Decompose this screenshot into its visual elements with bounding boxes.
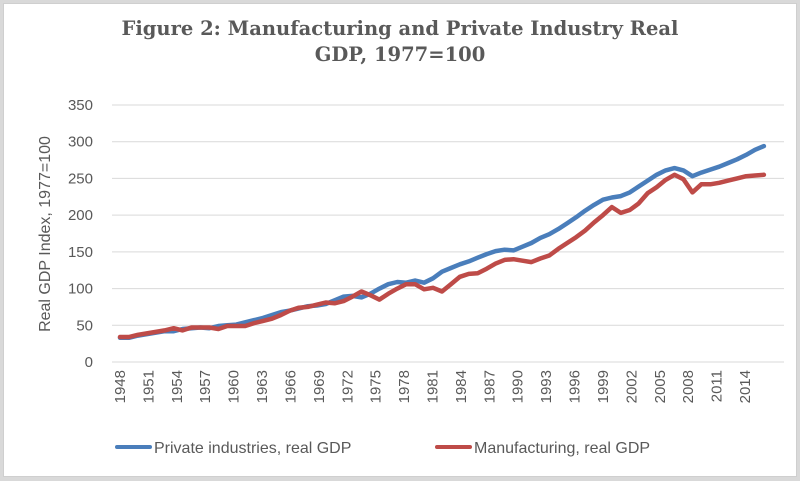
x-tick-label: 1972 [339, 370, 356, 403]
x-tick-label: 1984 [453, 370, 470, 403]
x-tick-label: 1975 [368, 370, 385, 403]
x-tick-label: 1951 [140, 370, 157, 403]
x-tick-label: 1993 [538, 370, 555, 403]
series-line-manufacturing [117, 172, 767, 340]
x-tick-label: 2008 [680, 370, 697, 403]
y-axis-label: Real GDP Index, 1977=100 [37, 136, 54, 332]
legend-label-manufacturing: Manufacturing, real GDP [474, 440, 650, 457]
x-tick-label: 1954 [169, 370, 186, 403]
y-tick-label: 100 [68, 281, 93, 298]
x-tick-label: 1963 [254, 370, 271, 403]
x-tick-label: 2002 [623, 370, 640, 403]
y-tick-label: 250 [68, 170, 93, 187]
series-line-private-industries [117, 143, 767, 341]
chart-frame [3, 3, 797, 477]
y-tick-label: 0 [85, 354, 93, 371]
x-tick-label: 1960 [226, 370, 243, 403]
x-tick-label: 1987 [481, 370, 498, 403]
x-tick-label: 1981 [425, 370, 442, 403]
y-tick-label: 350 [68, 97, 93, 114]
x-tick-label: 1948 [112, 370, 129, 403]
x-tick-label: 2011 [709, 370, 726, 402]
x-tick-label: 1990 [510, 370, 527, 403]
x-tick-label: 2005 [652, 370, 669, 403]
legend-label-private: Private industries, real GDP [154, 440, 351, 457]
series-lines [117, 143, 767, 341]
x-tick-label: 1996 [567, 370, 584, 403]
legend: Private industries, real GDP Manufacturi… [115, 440, 650, 457]
y-tick-label: 300 [68, 134, 93, 151]
chart-title: Figure 2: Manufacturing and Private Indu… [0, 16, 800, 68]
y-axis-ticks: 0 50 100 150 200 250 300 350 [68, 97, 93, 371]
x-tick-label: 1957 [197, 370, 214, 403]
y-tick-label: 50 [76, 317, 93, 334]
x-tick-label: 1969 [311, 370, 328, 403]
chart-title-line1: Figure 2: Manufacturing and Private Indu… [121, 17, 679, 40]
x-tick-label: 2014 [737, 370, 754, 403]
x-tick-label: 1999 [595, 370, 612, 403]
gridlines [112, 104, 784, 363]
chart-title-line2: GDP, 1977=100 [314, 43, 486, 66]
x-axis-ticks: 1948 1951 1954 1957 1960 1963 1966 1969 1972 1975… [112, 370, 754, 403]
x-tick-label: 1978 [396, 370, 413, 403]
x-tick-label: 1966 [282, 370, 299, 403]
y-tick-label: 200 [68, 207, 93, 224]
y-tick-label: 150 [68, 244, 93, 261]
